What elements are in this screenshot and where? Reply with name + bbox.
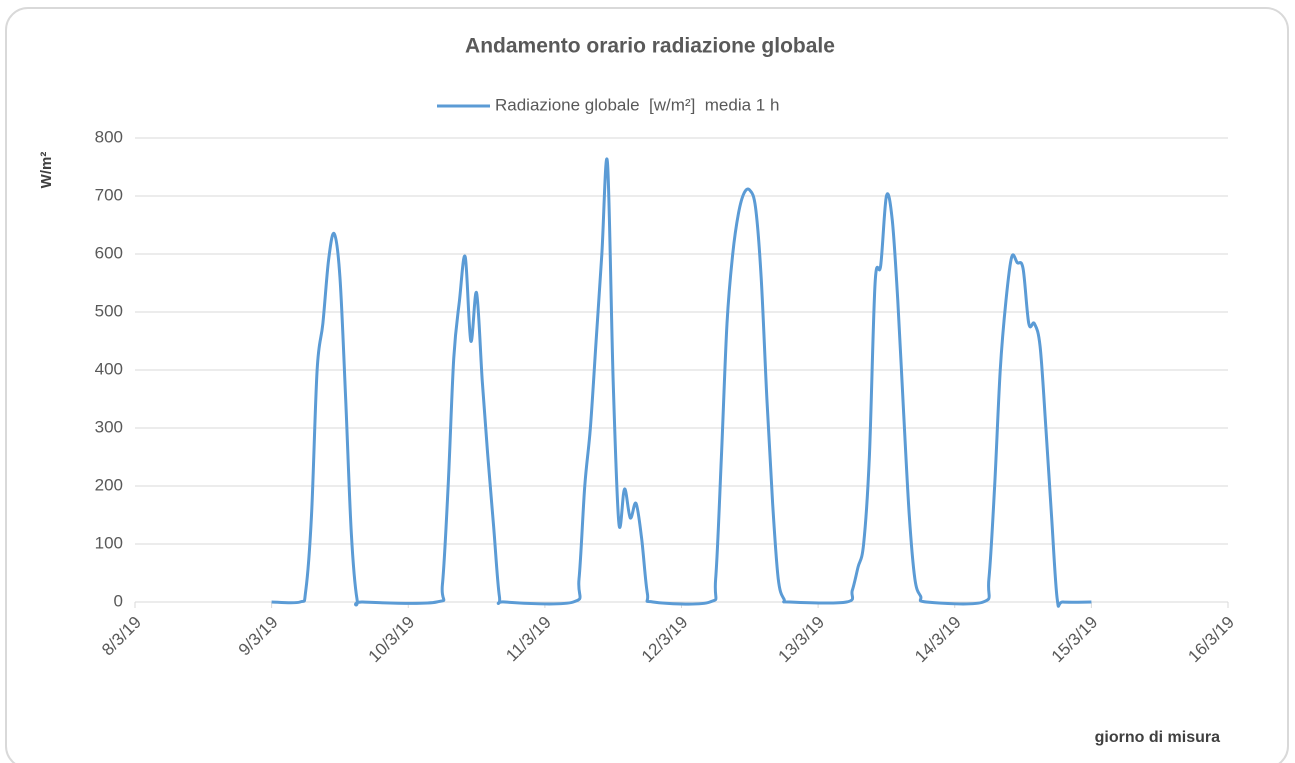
y-tick-label: 200 <box>95 475 123 494</box>
legend-label: Radiazione globale [w/m²] media 1 h <box>495 95 779 114</box>
y-tick-label: 800 <box>95 127 123 146</box>
y-tick-label: 400 <box>95 359 123 378</box>
y-tick-label: 700 <box>95 185 123 204</box>
chart-title: Andamento orario radiazione globale <box>465 35 835 58</box>
y-tick-label: 300 <box>95 417 123 436</box>
y-tick-label: 600 <box>95 243 123 262</box>
y-tick-label: 100 <box>95 533 123 552</box>
y-tick-label: 0 <box>114 591 123 610</box>
x-axis-label: giorno di misura <box>1095 729 1220 746</box>
y-tick-label: 500 <box>95 301 123 320</box>
chart-border <box>5 7 1289 763</box>
data-line <box>271 157 1092 608</box>
y-axis-label: W/m² <box>38 152 55 189</box>
